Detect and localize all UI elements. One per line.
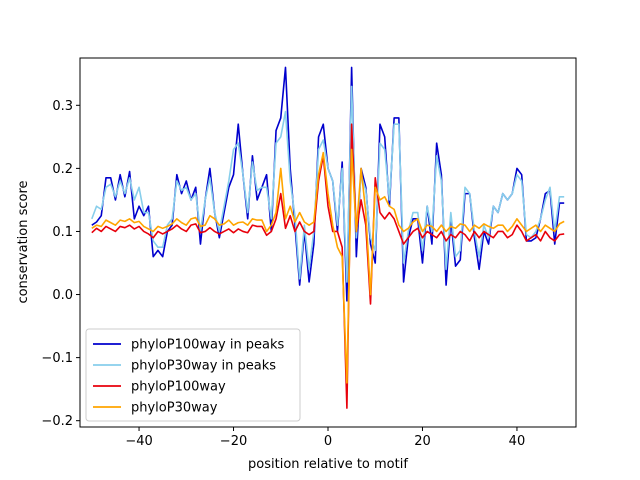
x-axis-label: position relative to motif: [248, 457, 408, 472]
legend-label: phyloP100way: [131, 380, 226, 395]
series-line-3: [91, 123, 565, 409]
y-tick-label: 0.1: [52, 225, 73, 240]
x-tick-label: 20: [414, 434, 431, 449]
legend-label: phyloP30way: [131, 401, 218, 416]
legend-label: phyloP30way in peaks: [131, 359, 276, 374]
y-tick-label: 0.3: [52, 99, 73, 114]
y-tick-label: 0.0: [52, 288, 73, 303]
legend: phyloP100way in peaks phyloP30way in peak…: [85, 328, 301, 422]
x-tick-label: 0: [324, 434, 332, 449]
y-axis-ticks: −0.2 −0.1 0.0 0.1 0.2 0.3: [41, 99, 80, 429]
x-tick-label: 40: [509, 434, 526, 449]
y-axis-label: conservation score: [16, 180, 31, 303]
legend-box: [85, 328, 301, 422]
y-tick-label: −0.1: [41, 351, 73, 366]
x-axis-ticks: −40 −20 0 20 40: [125, 427, 525, 449]
series-line-2: [91, 85, 565, 283]
series-lines: [91, 66, 565, 409]
y-tick-label: −0.2: [41, 414, 73, 429]
series-line-4: [91, 148, 565, 384]
x-tick-label: −40: [125, 434, 152, 449]
x-tick-label: −20: [220, 434, 247, 449]
legend-label: phyloP100way in peaks: [131, 338, 285, 353]
y-tick-label: 0.2: [52, 162, 73, 177]
